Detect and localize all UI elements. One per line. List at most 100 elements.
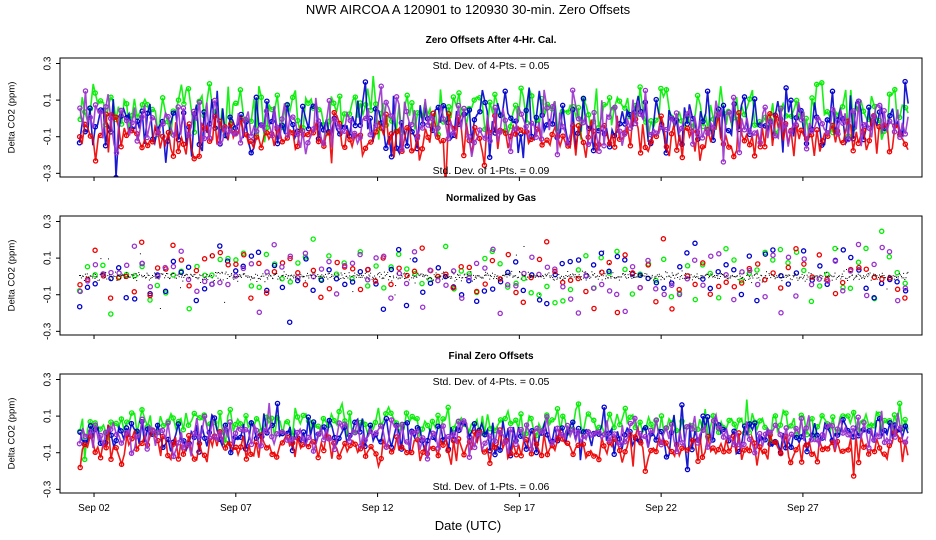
point-purple <box>294 131 301 137</box>
point-normalized-mean <box>749 277 751 279</box>
point-blue <box>783 85 789 91</box>
point-blue <box>523 107 529 114</box>
point-normalized-mean <box>352 275 354 277</box>
point-red <box>723 279 729 286</box>
point-normalized-mean <box>210 255 211 257</box>
point-red <box>113 114 119 120</box>
point-purple <box>378 83 384 89</box>
point-normalized-mean <box>492 272 493 274</box>
point-normalized-mean <box>284 276 286 277</box>
point-normalized-mean <box>500 277 502 279</box>
point-normalized-mean <box>710 273 712 275</box>
point-purple <box>637 111 644 117</box>
point-normalized-mean <box>905 277 907 279</box>
point-purple <box>414 135 421 141</box>
point-red <box>342 440 348 447</box>
point-normalized-mean <box>232 277 234 279</box>
point-normalized-mean <box>855 276 857 278</box>
point-red <box>455 114 462 120</box>
point-normalized-mean <box>437 276 439 278</box>
point-blue <box>211 415 218 421</box>
point-red <box>738 280 745 286</box>
point-blue <box>435 265 442 271</box>
point-red <box>491 444 498 451</box>
point-red <box>107 295 114 301</box>
point-normalized-mean <box>729 275 731 277</box>
point-purple <box>876 102 883 109</box>
point-blue <box>788 97 794 104</box>
y-tick-label: -0.3 <box>43 164 54 182</box>
point-normalized-mean <box>490 274 491 276</box>
point-normalized-mean <box>418 274 420 276</box>
point-normalized-mean <box>835 278 837 280</box>
point-normalized-mean <box>361 274 362 276</box>
point-normalized-mean <box>656 274 658 276</box>
point-blue <box>497 447 503 453</box>
point-green <box>783 410 789 416</box>
point-normalized-mean <box>212 280 214 282</box>
point-green <box>185 85 192 92</box>
point-normalized-mean <box>644 275 646 277</box>
point-purple <box>637 284 643 291</box>
point-normalized-mean <box>826 272 828 274</box>
point-normalized-mean <box>401 275 403 276</box>
point-red <box>388 130 395 137</box>
point-normalized-mean <box>807 276 809 278</box>
point-red <box>398 444 405 450</box>
point-red <box>793 245 799 252</box>
point-normalized-mean <box>697 276 699 278</box>
point-green <box>446 104 452 110</box>
y-axis-label: Delta CO2 (ppm) <box>7 398 18 470</box>
point-normalized-mean <box>899 274 901 276</box>
point-red <box>487 460 493 467</box>
point-purple <box>897 134 903 141</box>
point-normalized-mean <box>163 269 165 271</box>
point-normalized-mean <box>266 277 268 279</box>
point-normalized-mean <box>504 274 506 275</box>
point-normalized-mean <box>568 275 570 277</box>
point-normalized-mean <box>402 273 404 275</box>
point-blue <box>92 281 98 287</box>
point-normalized-mean <box>523 275 525 277</box>
point-normalized-mean <box>473 274 474 276</box>
point-normalized-mean <box>128 276 129 277</box>
point-purple <box>575 429 581 436</box>
point-green <box>762 424 768 431</box>
plot-frame <box>59 57 923 178</box>
point-normalized-mean <box>870 279 872 281</box>
point-red <box>773 113 779 119</box>
point-normalized-mean <box>362 275 364 277</box>
point-purple <box>450 431 457 437</box>
point-normalized-mean <box>450 276 452 277</box>
point-green <box>896 114 903 121</box>
point-normalized-mean <box>435 272 437 274</box>
point-normalized-mean <box>128 276 130 278</box>
point-normalized-mean <box>113 275 115 277</box>
point-blue <box>473 298 480 305</box>
point-normalized-mean <box>392 275 394 277</box>
point-purple <box>259 122 265 129</box>
point-red <box>191 456 198 462</box>
point-normalized-mean <box>630 276 632 278</box>
point-purple <box>856 98 862 105</box>
point-normalized-mean <box>888 275 889 277</box>
point-purple <box>777 431 783 438</box>
point-green <box>902 280 908 287</box>
point-normalized-mean <box>544 273 546 275</box>
point-green <box>395 251 402 258</box>
point-blue <box>373 281 379 287</box>
point-normalized-mean <box>659 275 661 277</box>
point-normalized-mean <box>459 274 461 276</box>
point-normalized-mean <box>94 278 96 279</box>
point-normalized-mean <box>164 277 166 279</box>
point-purple <box>107 115 114 122</box>
point-normalized-mean <box>337 275 339 277</box>
point-normalized-mean <box>510 273 512 275</box>
point-red <box>77 464 83 471</box>
point-purple <box>723 272 729 278</box>
point-red <box>180 141 187 148</box>
point-normalized-mean <box>803 275 805 277</box>
point-purple <box>178 248 184 254</box>
point-normalized-mean <box>429 277 431 279</box>
point-normalized-mean <box>819 274 821 276</box>
